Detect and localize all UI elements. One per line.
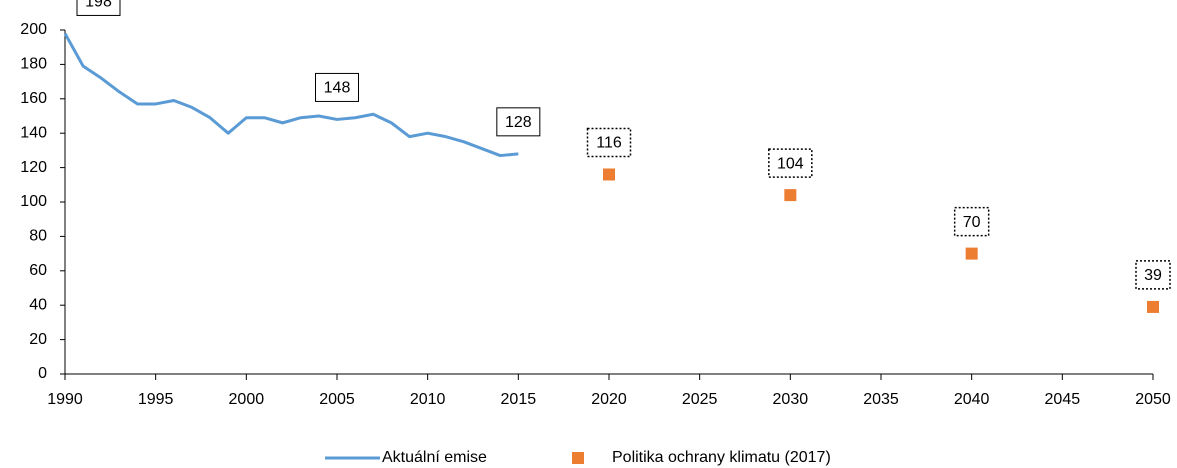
marker [965, 247, 978, 260]
data-label-box [76, 0, 121, 16]
data-label-box [315, 72, 359, 102]
y-tick-label: 40 [29, 296, 47, 313]
y-tick-label: 20 [29, 331, 47, 348]
marker [1147, 300, 1159, 313]
y-tick-label: 0 [38, 365, 47, 382]
legend-marker [572, 452, 584, 464]
y-tick-label: 200 [20, 21, 47, 38]
data-label: 104 [777, 155, 804, 172]
x-tick-label: 1995 [138, 391, 174, 408]
x-tick-label: 2005 [319, 391, 355, 408]
data-label-box [768, 148, 813, 178]
x-tick-label: 2025 [682, 391, 718, 408]
x-tick-label: 2015 [501, 391, 537, 408]
data-label: 128 [505, 114, 532, 131]
data-label-box [953, 206, 990, 237]
y-tick-label: 100 [20, 193, 47, 210]
y-tick-label: 140 [20, 124, 47, 141]
data-label-box [496, 107, 541, 137]
legend-label: Aktuální emise [382, 449, 487, 466]
x-tick-label: 1990 [47, 391, 83, 408]
data-label: 148 [324, 80, 351, 97]
y-tick-label: 80 [29, 228, 47, 245]
data-label-box [586, 127, 632, 158]
y-tick-label: 180 [20, 56, 47, 73]
x-tick-label: 2050 [1135, 391, 1171, 408]
x-tick-label: 2010 [410, 391, 446, 408]
x-tick-label: 2030 [773, 391, 809, 408]
line [63, 32, 519, 158]
data-label-box [1135, 260, 1171, 290]
legend-label: Politika ochrany klimatu (2017) [612, 449, 831, 466]
data-label: 198 [85, 0, 112, 11]
data-label: 116 [596, 135, 622, 152]
marker [784, 189, 797, 202]
x-tick-label: 2040 [954, 391, 990, 408]
data-label: 70 [963, 214, 981, 231]
x-tick-label: 2035 [863, 391, 899, 408]
data-label: 39 [1144, 267, 1162, 284]
y-tick-label: 60 [29, 262, 47, 279]
x-tick-label: 2020 [591, 391, 627, 408]
y-tick-label: 120 [20, 159, 47, 176]
x-tick-label: 2045 [1045, 391, 1081, 408]
y-tick-label: 160 [20, 90, 47, 107]
marker [603, 168, 615, 181]
x-tick-label: 2000 [229, 391, 265, 408]
